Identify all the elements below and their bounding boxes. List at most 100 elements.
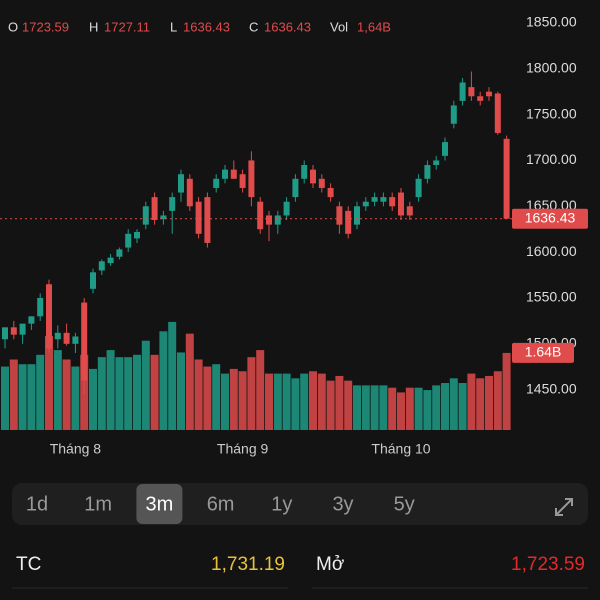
volume-bar — [282, 373, 291, 430]
candle-body — [178, 174, 184, 193]
candle-body — [125, 233, 132, 248]
volume-bar — [27, 364, 36, 430]
candle-body — [98, 261, 105, 271]
candle-body — [503, 138, 510, 219]
period-button[interactable]: 1y — [271, 493, 292, 515]
volume-bar — [238, 371, 247, 430]
volume-bar — [221, 373, 229, 430]
volume-bar — [423, 390, 432, 430]
volume-bar — [467, 373, 476, 430]
stats: TC 1,731.19 Mở 1,723.59 — [16, 554, 585, 575]
legend-value: 1636.43 — [264, 19, 311, 34]
volume-bar — [185, 333, 194, 430]
period-button[interactable]: 6m — [207, 493, 235, 515]
candle-body — [81, 302, 88, 381]
candle-body — [283, 201, 290, 216]
volume-bar — [335, 375, 344, 430]
candle-body — [54, 332, 61, 340]
candle-body — [160, 215, 167, 220]
legend-key: Vol — [330, 19, 348, 34]
candle-body — [169, 197, 176, 211]
y-tick-label: 1700.00 — [526, 151, 577, 167]
volume-bar — [194, 359, 203, 430]
volume-bar — [247, 357, 256, 430]
volume-bar — [97, 357, 106, 430]
volume-bar — [89, 368, 97, 430]
stat-value: 1,723.59 — [511, 554, 585, 575]
candle-body — [248, 160, 255, 198]
volume-bar — [159, 331, 168, 430]
volume-bar — [45, 336, 53, 430]
volume-bar — [265, 373, 273, 430]
volume-bar — [229, 368, 238, 430]
candle-body — [468, 87, 475, 97]
volume-bar — [53, 350, 62, 430]
candle-body — [46, 284, 52, 349]
candle-body — [301, 165, 308, 179]
expand-icon[interactable] — [555, 498, 573, 516]
period-button[interactable]: 1m — [84, 493, 112, 515]
candle-body — [459, 82, 466, 101]
volume-bar — [449, 378, 458, 430]
candle-body — [274, 215, 281, 225]
stat-value: 1,731.19 — [211, 554, 285, 575]
volume-bar — [379, 385, 388, 430]
candle-body — [442, 142, 448, 156]
candle-body — [222, 169, 228, 179]
candle-body — [415, 178, 422, 198]
candle-body — [389, 197, 396, 207]
candle-body — [494, 93, 501, 133]
volume-tag: 1.64B — [525, 344, 562, 360]
volume-bar — [476, 378, 485, 430]
candle-body — [450, 105, 457, 124]
period-button[interactable]: 3y — [332, 493, 353, 515]
volume-bar — [317, 373, 326, 430]
period-buttons: 1d 1m 3m 6m 1y 3y 5y — [26, 484, 415, 524]
y-tick-label: 1450.00 — [526, 380, 577, 396]
x-tick-label: Tháng 8 — [50, 441, 102, 457]
period-button[interactable]: 3m — [146, 493, 174, 515]
candle-body — [362, 201, 369, 207]
candle-body — [433, 160, 440, 166]
volume-tag-bg — [512, 342, 574, 363]
candle-body — [2, 327, 8, 340]
volume-bar — [361, 385, 370, 430]
volume-bar — [141, 340, 150, 430]
candle-body — [10, 327, 17, 335]
volume-bar — [203, 366, 212, 430]
volume-bar — [493, 371, 502, 430]
y-tick-label: 1750.00 — [526, 105, 577, 121]
candle-body — [257, 201, 264, 230]
candle-body — [107, 257, 114, 264]
volume-bar — [273, 373, 282, 430]
volume-bar — [256, 350, 265, 430]
candle-body — [116, 249, 123, 257]
price-tag-bg — [512, 208, 588, 229]
candle-body — [63, 332, 70, 344]
volume-bar — [344, 380, 353, 430]
volume-bar — [9, 359, 18, 430]
price-tag: 1636.43 — [525, 209, 576, 225]
volume-bar — [370, 385, 379, 430]
candle-body — [213, 178, 220, 188]
legend-key: L — [170, 19, 177, 34]
candle-body — [486, 91, 492, 97]
volume-bar — [397, 392, 405, 430]
x-tick-label: Tháng 10 — [371, 441, 430, 457]
volume-bar — [212, 364, 221, 430]
candle-body — [186, 178, 193, 207]
y-tick-label: 1550.00 — [526, 289, 577, 305]
candle-body — [195, 201, 202, 234]
candle-body — [380, 197, 387, 202]
period-button[interactable]: 1d — [26, 493, 48, 515]
legend-key: O — [8, 19, 18, 34]
period-button[interactable]: 5y — [394, 493, 415, 515]
candle-body — [90, 272, 96, 289]
candle-body — [292, 178, 299, 198]
candle-body — [151, 197, 158, 221]
candle-body — [327, 187, 334, 198]
volume-bar — [353, 385, 361, 430]
x-tick-label: Tháng 9 — [217, 441, 269, 457]
volume-bar — [309, 371, 317, 430]
